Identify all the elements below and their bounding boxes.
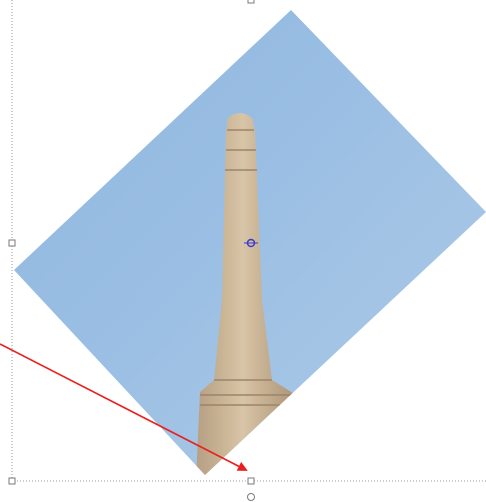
handle-top[interactable] xyxy=(248,0,254,3)
rotate-handle[interactable] xyxy=(248,494,255,501)
handle-bottom-left[interactable] xyxy=(9,478,15,484)
editor-canvas xyxy=(0,0,486,502)
handle-bottom[interactable] xyxy=(248,478,254,484)
rotated-image[interactable] xyxy=(0,0,486,502)
handle-left[interactable] xyxy=(9,240,15,246)
page xyxy=(0,0,486,502)
